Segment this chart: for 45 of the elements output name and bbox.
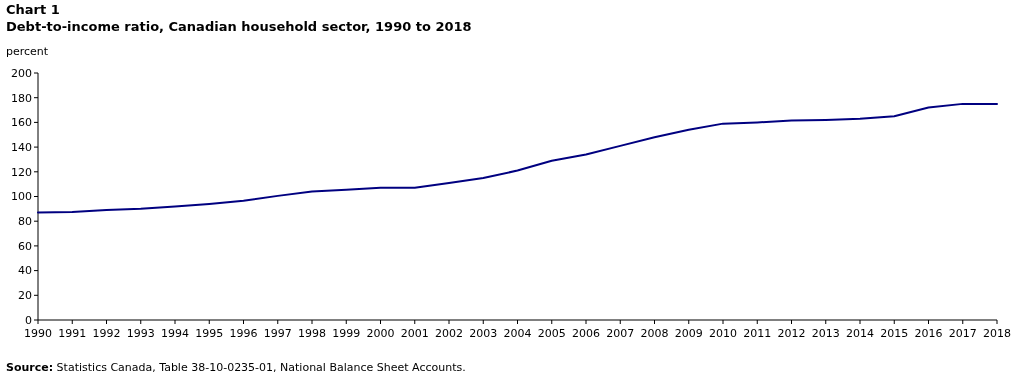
x-tick-label: 1993 <box>126 327 155 340</box>
x-tick-label: 2003 <box>469 327 498 340</box>
y-tick-label: 200 <box>11 66 32 80</box>
x-tick-label: 2009 <box>674 327 703 340</box>
x-tick-label: 2013 <box>811 327 840 340</box>
line-series <box>37 102 998 214</box>
y-tick-label: 80 <box>18 215 32 229</box>
x-tick-label: 2004 <box>503 327 532 340</box>
x-tick-label: 1999 <box>332 327 361 340</box>
x-tick-label: 2010 <box>709 327 737 340</box>
x-tick-label: 2016 <box>914 327 943 340</box>
x-tick-label: 2011 <box>743 327 772 340</box>
x-tick-label: 2005 <box>537 327 566 340</box>
x-tick-label: 2008 <box>640 327 669 340</box>
x-tick-label: 1996 <box>229 327 258 340</box>
x-tick-label: 2006 <box>572 327 600 340</box>
y-tick-label: 40 <box>18 264 32 278</box>
y-tick-label: 0 <box>25 313 32 327</box>
x-tick-label: 1995 <box>195 327 224 340</box>
x-tick-label: 2012 <box>777 327 806 340</box>
y-tick-label: 20 <box>18 289 32 303</box>
x-tick-label: 2018 <box>983 327 1011 340</box>
y-tick-label: 140 <box>11 140 32 154</box>
x-tick-label: 2002 <box>435 327 463 340</box>
x-tick-label: 1992 <box>92 327 121 340</box>
chart-subtitle: Debt-to-income ratio, Canadian household sector, 1990 to 2018 <box>6 19 472 34</box>
x-tick-label: 2015 <box>880 327 909 340</box>
source-note: Source: Statistics Canada, Table 38-10-0235-01, National Balance Sheet Accounts. <box>6 361 466 374</box>
y-tick-label: 100 <box>11 190 32 204</box>
y-tick-label: 160 <box>11 116 32 130</box>
y-tick-label: 180 <box>11 91 32 105</box>
x-tick-label: 1990 <box>24 327 52 340</box>
x-tick-label: 2000 <box>366 327 395 340</box>
x-tick-label: 1998 <box>298 327 326 340</box>
x-tick-label: 2007 <box>606 327 635 340</box>
chart-title: Chart 1 <box>6 2 60 17</box>
y-tick-label: 60 <box>18 239 32 253</box>
x-tick-label: 1994 <box>161 327 189 340</box>
x-tick-label: 1991 <box>58 327 87 340</box>
x-tick-label: 2014 <box>846 327 874 340</box>
y-axis-title: percent <box>6 45 49 58</box>
x-tick-label: 1997 <box>263 327 292 340</box>
y-tick-label: 120 <box>11 165 32 179</box>
x-tick-label: 2001 <box>400 327 429 340</box>
x-tick-label: 2017 <box>948 327 977 340</box>
